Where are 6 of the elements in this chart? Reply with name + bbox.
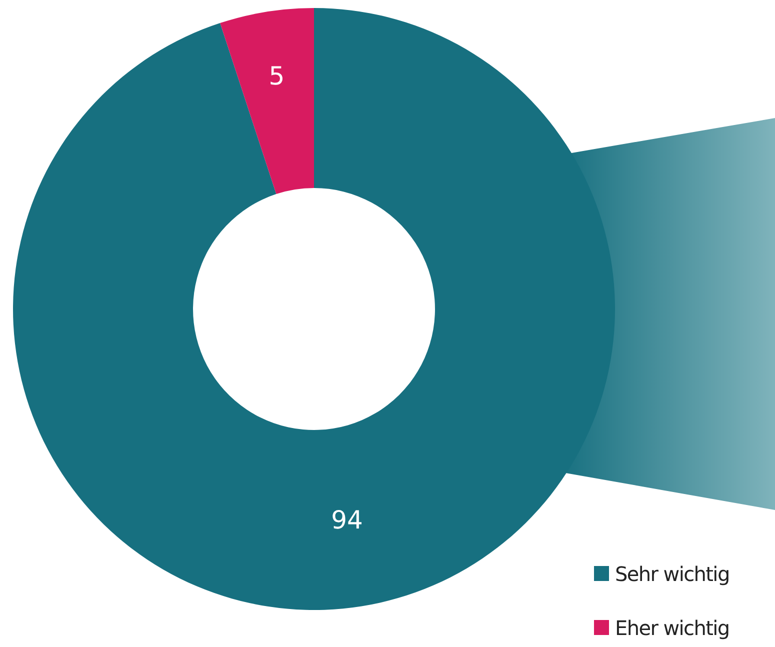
donut-slice xyxy=(220,8,314,194)
data-label: 94 xyxy=(331,506,363,534)
legend-label: Eher wichtig xyxy=(615,616,730,640)
data-label: 5 xyxy=(268,61,285,90)
legend-label: Sehr wichtig xyxy=(615,562,730,586)
donut-slice xyxy=(13,8,615,610)
